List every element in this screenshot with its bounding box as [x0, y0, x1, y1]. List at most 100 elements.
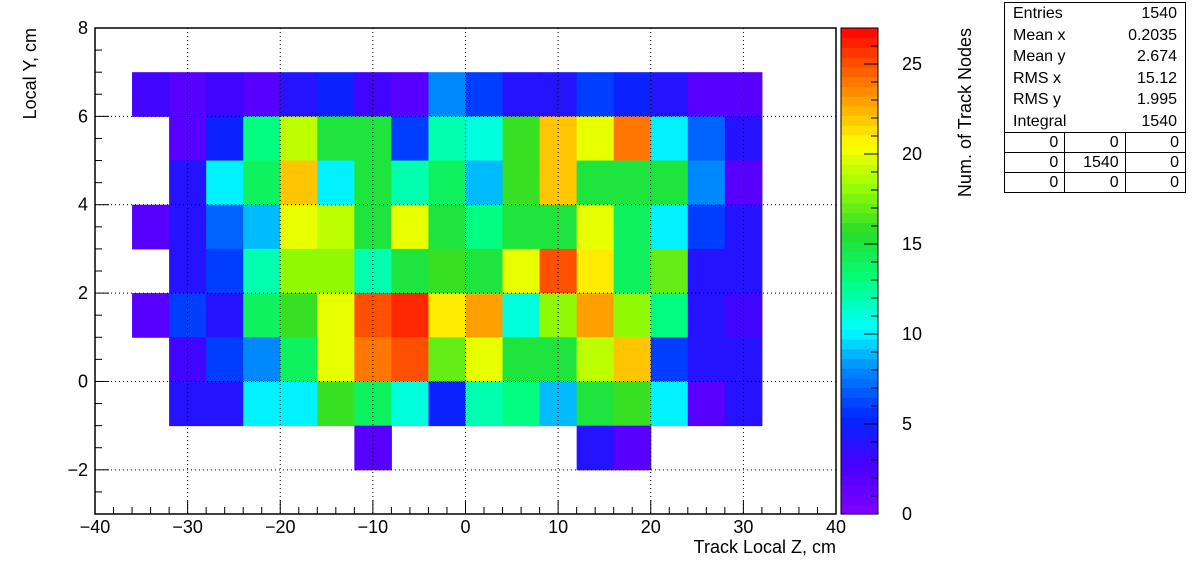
heatmap-cell: [354, 337, 392, 382]
heatmap-cell: [317, 381, 355, 427]
z-tick-label: 5: [902, 414, 912, 434]
heatmap-cell: [539, 160, 578, 206]
heatmap-cell: [280, 116, 318, 162]
x-tick-label: 30: [733, 517, 753, 537]
y-axis-label: Local Y, cm: [20, 28, 40, 119]
stats-label: Mean y: [1013, 48, 1066, 65]
heatmap-cell: [169, 337, 207, 382]
palette-band: [841, 154, 878, 165]
heatmap-cell: [317, 160, 355, 206]
heatmap-cell: [280, 248, 318, 294]
heatmap-cell: [576, 248, 615, 294]
heatmap-cell: [132, 72, 170, 117]
palette-band: [841, 300, 878, 311]
stats-label: RMS x: [1013, 69, 1061, 87]
heatmap-cell: [576, 160, 615, 206]
heatmap-cell: [687, 248, 726, 294]
heatmap-cell: [465, 381, 504, 427]
palette-band: [841, 271, 878, 282]
palette-band: [841, 144, 878, 155]
heatmap-cell: [576, 381, 615, 427]
heatmap-cell: [539, 72, 578, 117]
heatmap-cell: [391, 72, 429, 117]
stats-value: 2.674: [1136, 48, 1177, 65]
heatmap-cell: [465, 337, 504, 382]
heatmap-cell: [280, 293, 318, 338]
palette-band: [841, 134, 878, 146]
heatmap-cell: [687, 337, 726, 382]
heatmap-cell: [576, 116, 615, 162]
heatmap-cell: [243, 293, 281, 338]
heatmap-cell: [724, 293, 763, 338]
heatmap-cell: [428, 160, 466, 206]
palette-band: [841, 484, 878, 496]
heatmap-cell: [280, 72, 318, 117]
heatmap-cell: [206, 160, 244, 206]
z-tick-label: 25: [902, 54, 922, 74]
heatmap-cell: [428, 381, 466, 427]
z-tick-label: 0: [902, 504, 912, 524]
heatmap-cell: [354, 160, 392, 206]
heatmap-cell: [354, 425, 392, 471]
palette-band: [841, 115, 878, 126]
heatmap-cell: [354, 72, 392, 117]
x-tick-label: 40: [826, 517, 846, 537]
palette-band: [841, 251, 878, 262]
heatmap-cell: [428, 204, 466, 250]
heatmap-cell: [650, 72, 689, 117]
y-tick-label: −2: [67, 460, 88, 480]
palette-band: [841, 475, 878, 486]
palette-band: [841, 96, 878, 107]
heatmap-cell: [650, 248, 689, 294]
y-tick-label: 4: [78, 195, 88, 215]
heatmap-cell: [724, 248, 763, 294]
heatmap-cell: [650, 204, 689, 250]
stats-grid-row: 0 1540 0: [1005, 153, 1185, 173]
palette-band: [841, 183, 878, 194]
heatmap-cell: [317, 72, 355, 117]
stats-value: 0.2035: [1128, 26, 1177, 44]
palette-band: [841, 164, 878, 175]
palette-band: [841, 358, 878, 369]
stats-row: RMS y 1.995: [1005, 89, 1185, 111]
heatmap-cell: [391, 116, 429, 162]
palette-band: [841, 86, 878, 97]
heatmap-cell: [391, 337, 429, 382]
heatmap-cell: [465, 293, 504, 338]
heatmap-cell: [539, 204, 578, 250]
heatmap-cell: [576, 293, 615, 338]
palette-band: [841, 193, 878, 204]
palette-band: [841, 407, 878, 418]
heatmap-cell: [539, 293, 578, 338]
x-tick-label: −30: [172, 517, 203, 537]
heatmap-cell: [243, 160, 281, 206]
heatmap-cell: [687, 116, 726, 162]
y-tick-label: 6: [78, 106, 88, 126]
stats-grid-cell: 0: [1005, 173, 1066, 192]
y-axis: −2 0 2 4 6 8: [67, 18, 109, 515]
palette-band: [841, 377, 878, 389]
palette-band: [841, 241, 878, 253]
heatmap-cell: [354, 204, 392, 250]
heatmap-cell: [354, 248, 392, 294]
heatmap-cell: [576, 72, 615, 117]
heatmap-cell: [650, 381, 689, 427]
stats-label: Entries: [1013, 5, 1063, 22]
stats-value: 1540: [1141, 112, 1177, 130]
heatmap-cell: [724, 116, 763, 162]
stats-grid-cell: 1540: [1065, 153, 1126, 172]
heatmap-cell: [724, 72, 763, 117]
stats-grid-cell: 0: [1065, 133, 1126, 152]
heatmap-cell: [502, 337, 541, 382]
heatmap-cell: [243, 204, 281, 250]
palette-band: [841, 212, 878, 223]
heatmap-cell: [206, 248, 244, 294]
heatmap-cell: [613, 425, 652, 471]
palette-band: [841, 436, 878, 447]
heatmap-cell: [465, 72, 504, 117]
x-tick-label: −40: [80, 517, 111, 537]
stats-grid: 0 0 0 0 1540 0 0 0 0: [1005, 132, 1185, 192]
palette-band: [841, 368, 878, 379]
heatmap-cell: [613, 248, 652, 294]
heatmap-cell: [428, 72, 466, 117]
